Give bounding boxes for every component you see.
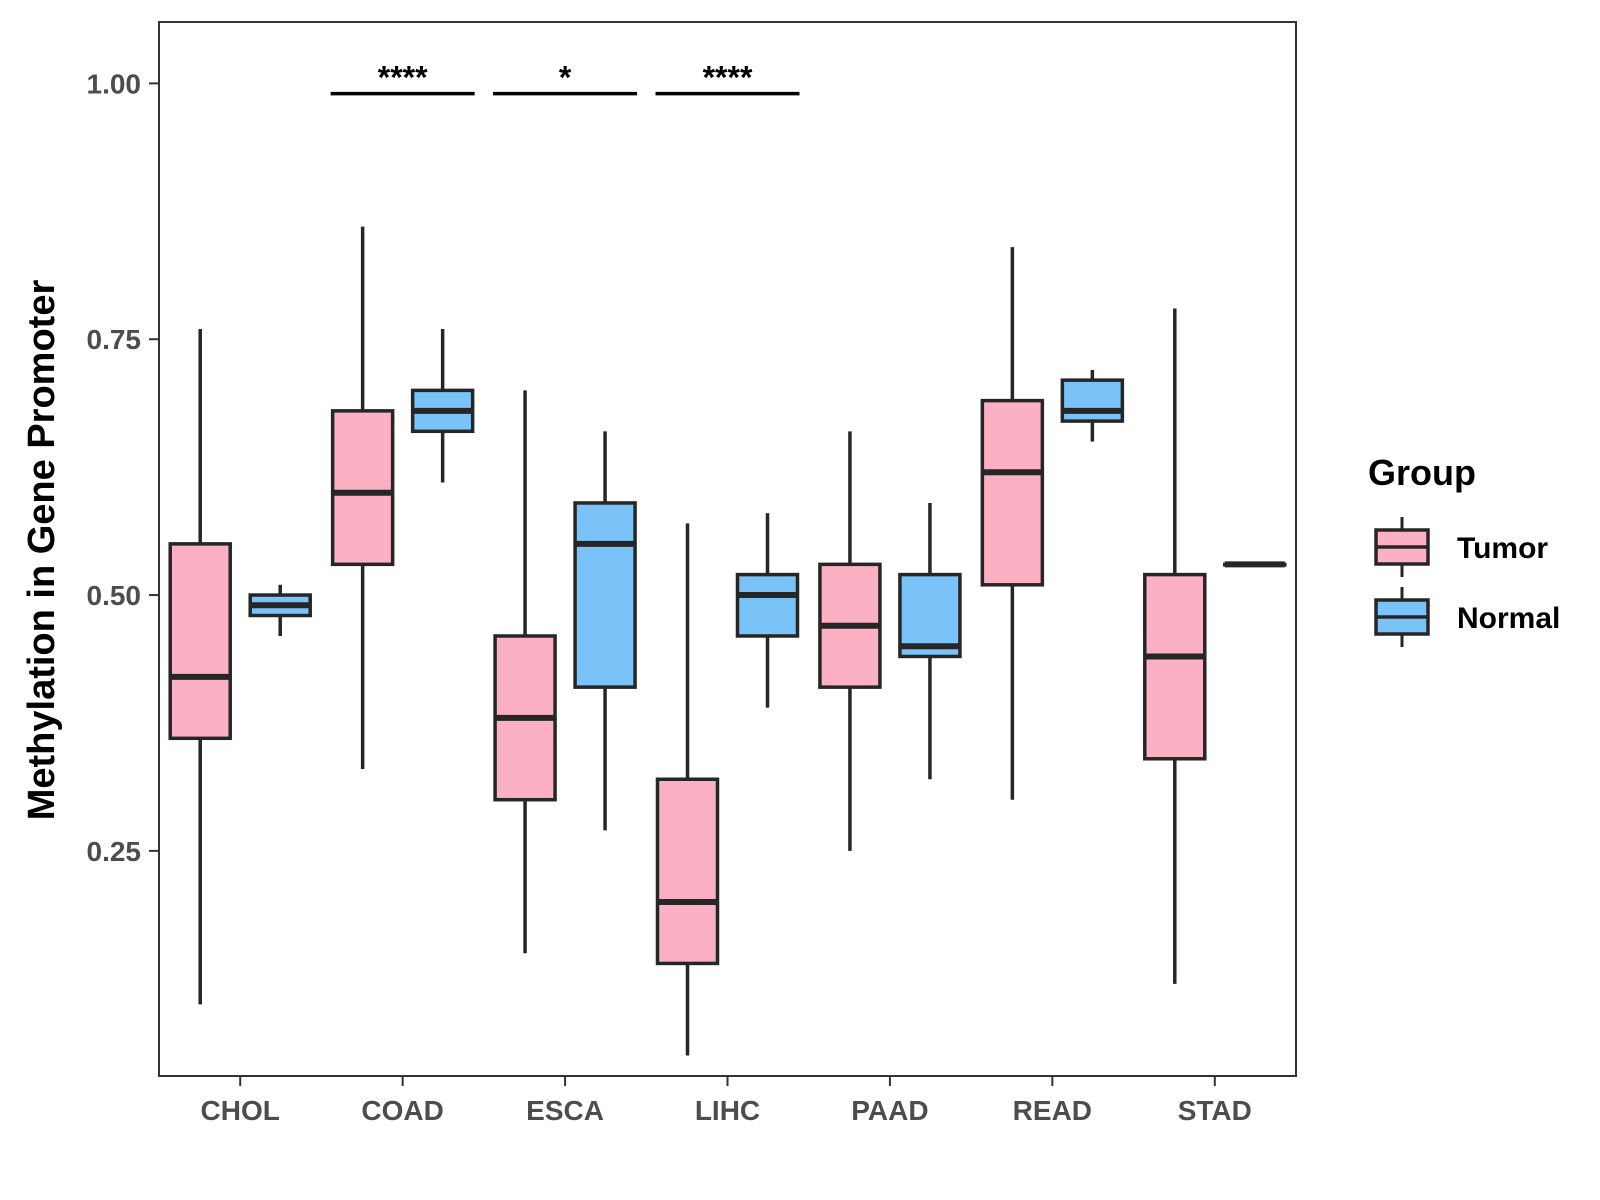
box-body [330,409,395,567]
box-tumor-chol [168,328,232,1005]
box-body [1060,378,1125,423]
box-body [898,572,962,659]
box-tumor-read [980,247,1045,800]
box-tumor-coad [330,226,395,770]
legend-title: Group [1368,452,1476,493]
y-axis-label: Methylation in Gene Promoter [21,280,63,821]
box-tumor-lihc [655,523,720,1056]
box-body [573,501,637,689]
y-tick-label: 0.50 [87,580,142,611]
box-tumor-paad [818,431,882,851]
box-body [168,542,232,741]
box-normal-stad [1223,561,1287,568]
x-tick-label-esca: ESCA [526,1095,604,1126]
box-tumor-esca [493,390,557,954]
box-normal-esca [573,431,637,831]
box-normal-paad [898,502,962,780]
plot-area: 0.25 0.50 0.75 1.00 CHOL COAD ESCA LIHC PAAD READ… [87,21,1297,1126]
box-body [1143,572,1207,761]
box-normal-chol [248,584,312,636]
significance-label-esca: * [559,60,572,96]
significance-label-lihc: **** [703,60,753,96]
legend-key-normal [1374,587,1430,647]
box-body [980,398,1045,587]
x-tick-label-chol: CHOL [201,1095,280,1126]
y-tick-label: 0.75 [87,324,142,355]
significance-label-coad: **** [378,60,428,96]
box-body [735,572,800,638]
box-normal-coad [410,328,475,483]
x-tick-label-coad: COAD [361,1095,443,1126]
box-normal-read [1060,369,1125,442]
y-tick-label: 1.00 [87,68,142,99]
box-tumor-stad [1143,308,1207,984]
x-tick-label-read: READ [1013,1095,1092,1126]
legend-key-tumor [1374,517,1430,577]
box-normal-lihc [735,513,800,708]
legend-label-tumor: Tumor [1457,532,1548,565]
x-tick-label-stad: STAD [1178,1095,1252,1126]
y-tick-label: 0.25 [87,836,142,867]
x-tick-label-lihc: LIHC [695,1095,760,1126]
legend-label-normal: Normal [1457,602,1560,635]
x-tick-label-paad: PAAD [851,1095,928,1126]
box-body [655,777,720,966]
legend: Group Tumor Normal [1368,452,1560,647]
